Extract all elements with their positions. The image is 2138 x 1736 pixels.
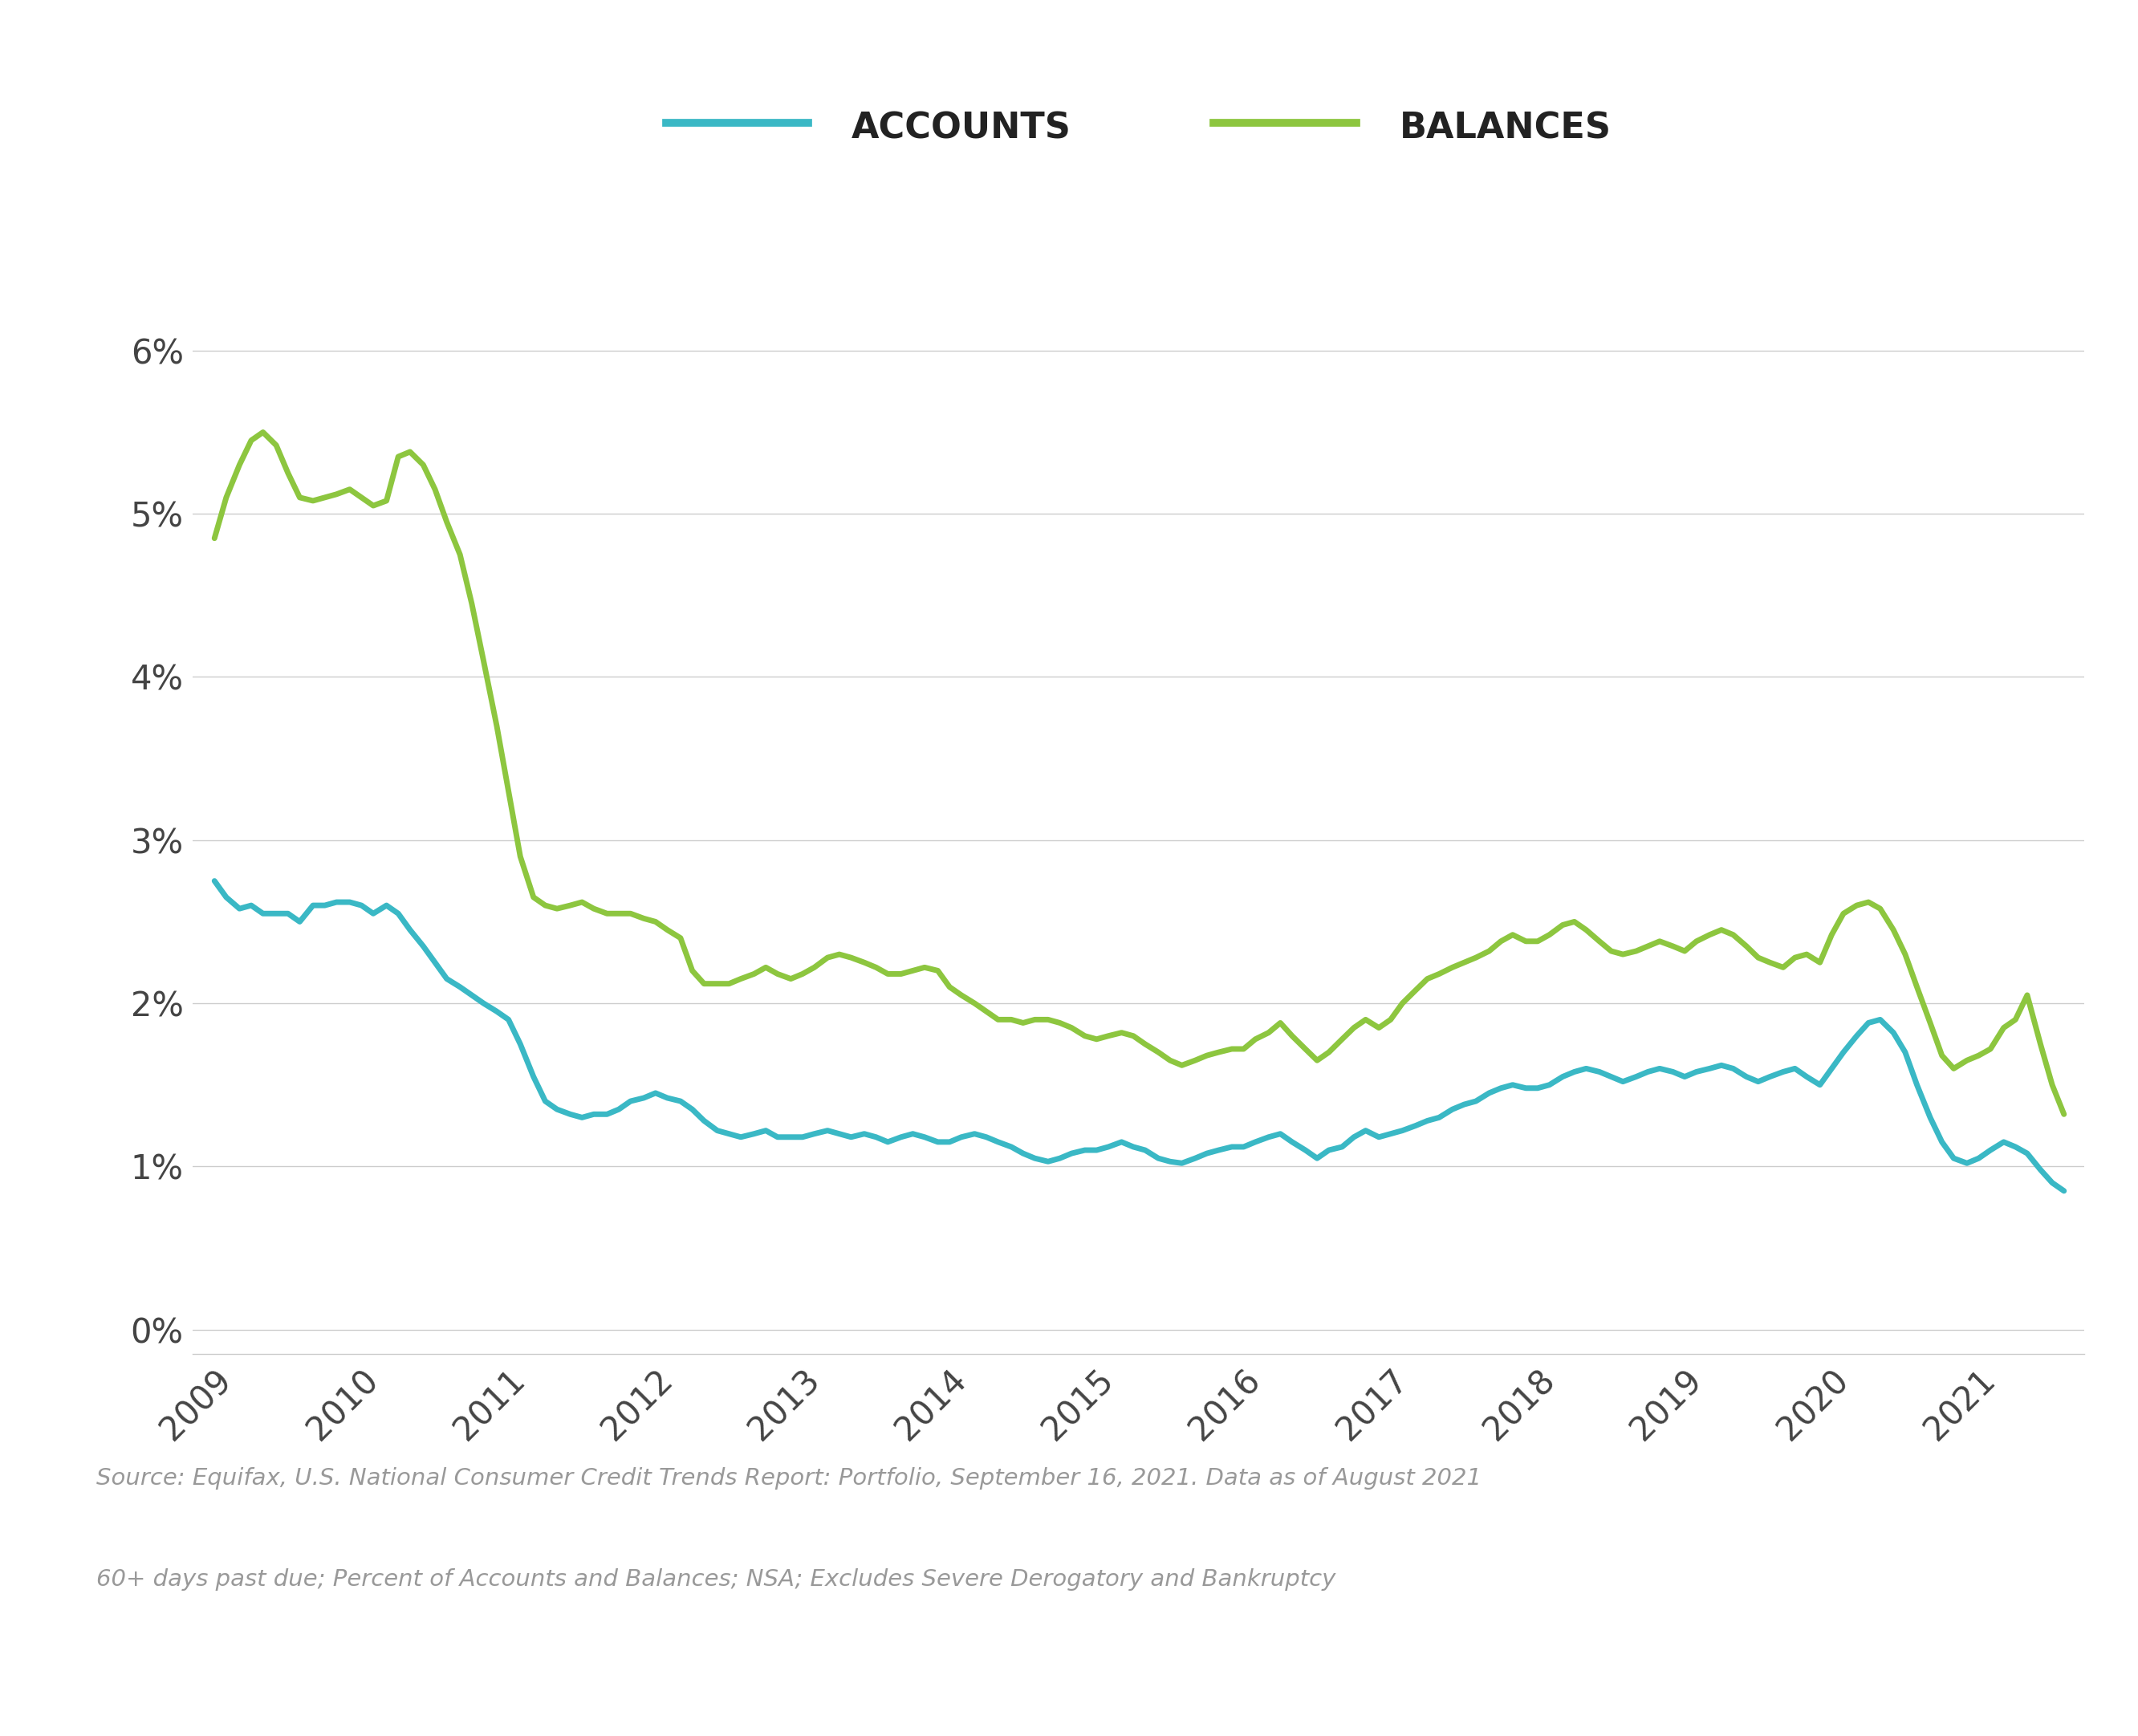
Text: BANKCARD SEVERE DELINQUENCY RATE: BANKCARD SEVERE DELINQUENCY RATE — [60, 64, 1432, 125]
Text: Source: Equifax, U.S. National Consumer Credit Trends Report: Portfolio, Septemb: Source: Equifax, U.S. National Consumer … — [96, 1467, 1482, 1489]
Legend: ACCOUNTS, BALANCES: ACCOUNTS, BALANCES — [665, 108, 1612, 146]
Text: 60+ days past due; Percent of Accounts and Balances; NSA; Excludes Severe Deroga: 60+ days past due; Percent of Accounts a… — [96, 1568, 1336, 1590]
